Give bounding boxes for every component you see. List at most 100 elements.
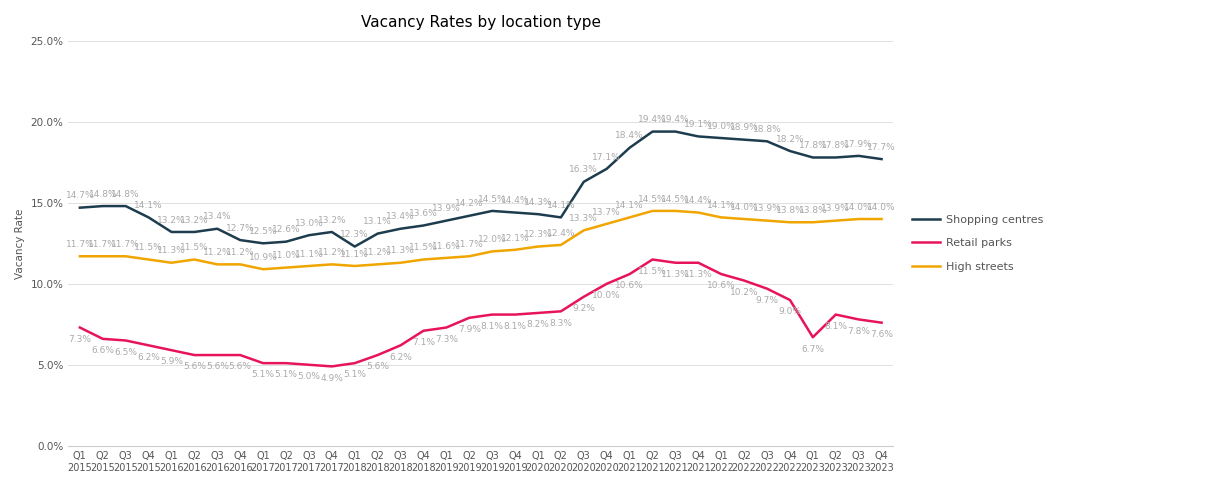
Text: 7.3%: 7.3% — [435, 335, 458, 344]
Shopping centres — [348, 244, 362, 249]
Text: 14.2%: 14.2% — [455, 200, 483, 208]
Retail parks — [119, 338, 133, 344]
High streets — [645, 208, 660, 214]
Retail parks — [439, 325, 454, 330]
Text: 16.3%: 16.3% — [569, 165, 599, 175]
Text: 11.0%: 11.0% — [272, 251, 300, 260]
High streets — [301, 263, 316, 269]
Text: 11.3%: 11.3% — [684, 270, 712, 279]
Text: 18.9%: 18.9% — [730, 123, 759, 132]
Retail parks — [371, 352, 386, 358]
Text: 14.3%: 14.3% — [524, 198, 552, 207]
High streets — [72, 253, 87, 259]
Retail parks — [829, 312, 843, 318]
Text: 13.8%: 13.8% — [798, 206, 827, 215]
Text: 6.5%: 6.5% — [114, 348, 137, 357]
Text: 12.1%: 12.1% — [501, 233, 530, 243]
Text: 14.0%: 14.0% — [845, 203, 873, 212]
High streets — [760, 218, 775, 224]
High streets — [324, 262, 339, 267]
Text: 7.6%: 7.6% — [870, 330, 894, 339]
High streets — [874, 216, 889, 222]
Shopping centres — [439, 218, 454, 224]
Text: 5.6%: 5.6% — [366, 362, 389, 371]
Text: 11.5%: 11.5% — [135, 243, 163, 252]
Shopping centres — [393, 226, 408, 232]
Shopping centres — [324, 229, 339, 235]
Retail parks — [782, 297, 797, 303]
Shopping centres — [119, 203, 133, 209]
Text: 5.6%: 5.6% — [206, 362, 229, 371]
High streets — [187, 257, 202, 263]
Text: 13.2%: 13.2% — [317, 216, 346, 224]
Retail parks — [553, 308, 568, 314]
Text: 17.9%: 17.9% — [845, 140, 873, 148]
Text: 12.3%: 12.3% — [524, 230, 552, 239]
High streets — [119, 253, 133, 259]
High streets — [600, 221, 614, 227]
High streets — [737, 216, 752, 222]
Retail parks — [461, 315, 476, 321]
Text: 7.1%: 7.1% — [412, 338, 435, 347]
Retail parks — [531, 310, 546, 316]
Text: 12.0%: 12.0% — [477, 235, 507, 244]
Shopping centres — [852, 153, 867, 159]
Text: 13.2%: 13.2% — [180, 216, 209, 224]
High streets — [782, 219, 797, 225]
Retail parks — [324, 364, 339, 369]
Text: 10.6%: 10.6% — [616, 282, 644, 290]
Text: 14.1%: 14.1% — [135, 201, 163, 210]
Text: 5.1%: 5.1% — [252, 370, 274, 380]
Line: High streets: High streets — [80, 211, 881, 269]
Text: 7.3%: 7.3% — [69, 335, 92, 344]
Text: 5.6%: 5.6% — [229, 362, 252, 371]
Text: 12.3%: 12.3% — [340, 230, 370, 239]
Text: 11.2%: 11.2% — [203, 248, 231, 257]
High streets — [141, 257, 155, 263]
Retail parks — [416, 328, 431, 334]
Retail parks — [805, 334, 820, 340]
Title: Vacancy Rates by location type: Vacancy Rates by location type — [361, 15, 601, 30]
Text: 13.9%: 13.9% — [432, 204, 460, 213]
High streets — [485, 248, 499, 254]
Retail parks — [508, 312, 523, 318]
Retail parks — [256, 360, 271, 366]
Text: 8.2%: 8.2% — [526, 320, 550, 329]
Text: 13.1%: 13.1% — [364, 217, 392, 226]
Retail parks — [622, 271, 636, 277]
Shopping centres — [164, 229, 179, 235]
Text: 10.2%: 10.2% — [730, 288, 759, 297]
Text: 18.8%: 18.8% — [753, 125, 781, 134]
High streets — [393, 260, 408, 265]
Text: 19.4%: 19.4% — [638, 115, 667, 124]
Retail parks — [141, 343, 155, 348]
High streets — [233, 262, 247, 267]
Text: 12.7%: 12.7% — [226, 224, 255, 233]
Retail parks — [692, 260, 706, 265]
Text: 19.0%: 19.0% — [706, 122, 736, 131]
Shopping centres — [211, 226, 225, 232]
Text: 5.9%: 5.9% — [160, 358, 184, 366]
Text: 13.2%: 13.2% — [157, 216, 186, 224]
High streets — [461, 253, 476, 259]
Text: 7.8%: 7.8% — [847, 326, 870, 336]
Text: 19.4%: 19.4% — [661, 115, 690, 124]
Text: 13.8%: 13.8% — [776, 206, 804, 215]
High streets — [622, 214, 636, 220]
Text: 8.1%: 8.1% — [824, 322, 847, 331]
Text: 14.8%: 14.8% — [111, 190, 140, 199]
Text: 6.6%: 6.6% — [92, 346, 114, 355]
Shopping centres — [371, 231, 386, 237]
Text: 12.5%: 12.5% — [248, 227, 278, 236]
Text: 5.6%: 5.6% — [182, 362, 206, 371]
High streets — [439, 255, 454, 261]
Shopping centres — [668, 129, 683, 135]
Retail parks — [301, 362, 316, 367]
High streets — [714, 214, 728, 220]
Text: 13.4%: 13.4% — [203, 212, 231, 222]
Text: 13.4%: 13.4% — [387, 212, 415, 222]
Retail parks — [164, 347, 179, 353]
Shopping centres — [577, 179, 591, 184]
Text: 10.9%: 10.9% — [248, 253, 278, 262]
Text: 17.1%: 17.1% — [592, 153, 621, 162]
